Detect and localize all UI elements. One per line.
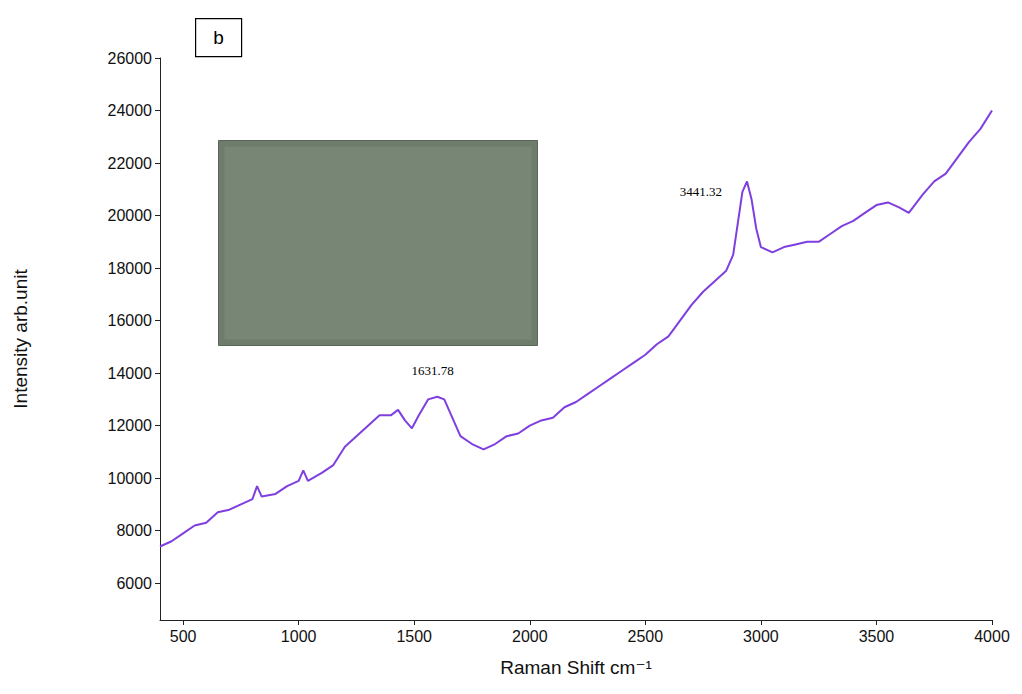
svg-text:2500: 2500 bbox=[628, 628, 664, 645]
svg-text:14000: 14000 bbox=[108, 365, 153, 382]
svg-text:Intensity arb.unit: Intensity arb.unit bbox=[10, 269, 31, 409]
svg-text:2000: 2000 bbox=[512, 628, 548, 645]
svg-text:3000: 3000 bbox=[743, 628, 779, 645]
svg-text:4000: 4000 bbox=[974, 628, 1010, 645]
svg-text:12000: 12000 bbox=[108, 417, 153, 434]
svg-text:6000: 6000 bbox=[116, 575, 152, 592]
svg-text:1631.78: 1631.78 bbox=[412, 363, 454, 378]
svg-text:1500: 1500 bbox=[396, 628, 432, 645]
svg-text:20000: 20000 bbox=[108, 207, 153, 224]
svg-text:500: 500 bbox=[170, 628, 197, 645]
svg-text:18000: 18000 bbox=[108, 260, 153, 277]
svg-text:26000: 26000 bbox=[108, 50, 153, 67]
svg-text:1000: 1000 bbox=[281, 628, 317, 645]
svg-text:b: b bbox=[213, 27, 224, 48]
svg-text:10000: 10000 bbox=[108, 470, 153, 487]
svg-text:22000: 22000 bbox=[108, 155, 153, 172]
svg-text:3441.32: 3441.32 bbox=[680, 184, 722, 199]
svg-text:16000: 16000 bbox=[108, 312, 153, 329]
svg-text:Raman Shift cm⁻¹: Raman Shift cm⁻¹ bbox=[500, 657, 652, 678]
svg-text:24000: 24000 bbox=[108, 102, 153, 119]
svg-text:3500: 3500 bbox=[859, 628, 895, 645]
svg-text:8000: 8000 bbox=[116, 522, 152, 539]
